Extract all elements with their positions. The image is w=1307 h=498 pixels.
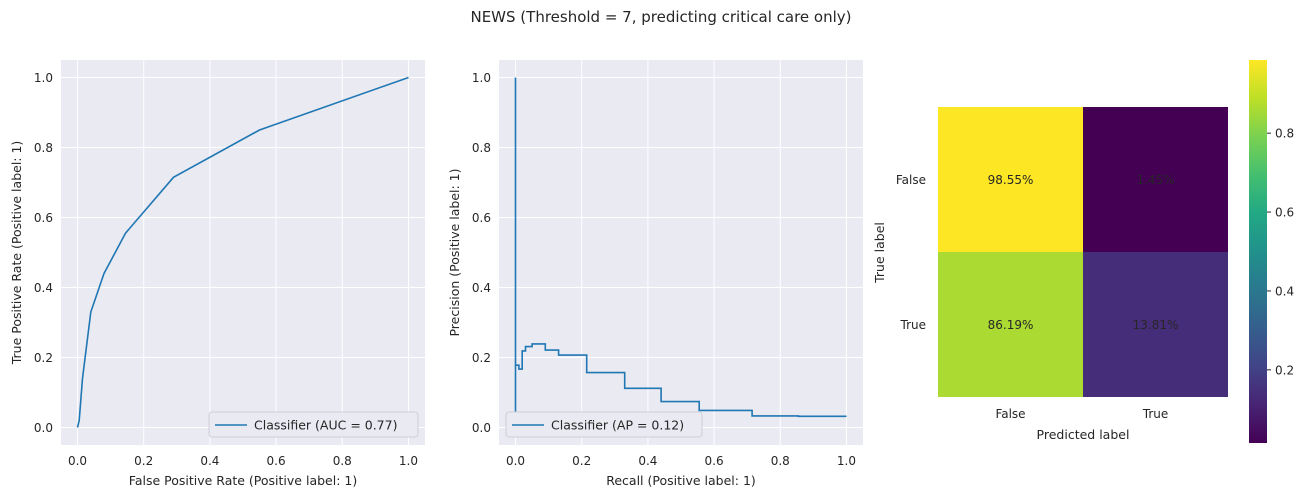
colorbar bbox=[1249, 60, 1267, 443]
colorbar-tick-label: 0.8 bbox=[1275, 127, 1294, 141]
pr-plot-area bbox=[499, 60, 863, 445]
roc-y-tick: 0.6 bbox=[34, 211, 53, 225]
pr-y-ticks: 0.0 0.2 0.4 0.6 0.8 1.0 bbox=[472, 71, 491, 435]
cm-value-true-false: 86.19% bbox=[988, 318, 1034, 332]
roc-x-tick: 0.8 bbox=[333, 454, 352, 468]
colorbar-ticks: 0.2 0.4 0.6 0.8 bbox=[1267, 127, 1294, 377]
roc-plot-area bbox=[61, 60, 425, 445]
pr-y-tick: 0.8 bbox=[472, 141, 491, 155]
cm-cell-false-false bbox=[938, 107, 1083, 252]
cm-y-axis-label: True label bbox=[872, 222, 887, 284]
roc-x-tick: 0.2 bbox=[134, 454, 153, 468]
roc-y-tick: 0.0 bbox=[34, 421, 53, 435]
roc-legend-box bbox=[208, 411, 419, 438]
cm-cell-false-true bbox=[1083, 107, 1228, 252]
pr-legend-label: Classifier (AP = 0.12) bbox=[551, 418, 684, 433]
cm-y-tick-true: True bbox=[900, 318, 927, 332]
figure-title: NEWS (Threshold = 7, predicting critical… bbox=[470, 8, 851, 26]
pr-curve bbox=[514, 77, 847, 428]
roc-y-axis-label: True Positive Rate (Positive label: 1) bbox=[9, 141, 24, 366]
pr-y-tick: 0.0 bbox=[472, 421, 491, 435]
pr-y-tick: 0.6 bbox=[472, 211, 491, 225]
pr-x-tick: 1.0 bbox=[837, 454, 856, 468]
roc-y-tick: 0.8 bbox=[34, 141, 53, 155]
cm-panel: 98.55% 1.45% 86.19% 13.81% False True Fa… bbox=[872, 60, 1294, 443]
cm-y-tick-false: False bbox=[896, 173, 926, 187]
roc-x-tick: 0.0 bbox=[68, 454, 87, 468]
roc-x-ticks: 0.0 0.2 0.4 0.6 0.8 1.0 bbox=[68, 454, 418, 468]
pr-x-tick: 0.6 bbox=[705, 454, 724, 468]
cm-x-axis-label: Predicted label bbox=[1037, 427, 1130, 442]
cm-cell-true-true bbox=[1083, 252, 1228, 397]
roc-x-tick: 1.0 bbox=[399, 454, 418, 468]
cm-x-tick-false: False bbox=[995, 407, 1025, 421]
roc-x-axis-label: False Positive Rate (Positive label: 1) bbox=[129, 473, 357, 488]
colorbar-tick-label: 0.2 bbox=[1275, 363, 1294, 377]
pr-legend-box bbox=[505, 411, 703, 438]
roc-y-tick: 0.2 bbox=[34, 351, 53, 365]
pr-legend: Classifier (AP = 0.12) bbox=[505, 411, 703, 438]
cm-value-false-true: 1.45% bbox=[1136, 173, 1174, 187]
roc-curve bbox=[76, 76, 409, 428]
roc-y-tick: 1.0 bbox=[34, 71, 53, 85]
pr-y-tick: 0.4 bbox=[472, 281, 491, 295]
pr-x-tick: 0.8 bbox=[771, 454, 790, 468]
pr-x-ticks: 0.0 0.2 0.4 0.6 0.8 1.0 bbox=[506, 454, 856, 468]
pr-y-tick: 0.2 bbox=[472, 351, 491, 365]
roc-legend: Classifier (AUC = 0.77) bbox=[208, 411, 419, 438]
roc-x-tick: 0.6 bbox=[267, 454, 286, 468]
roc-y-tick: 0.4 bbox=[34, 281, 53, 295]
roc-x-tick: 0.4 bbox=[200, 454, 219, 468]
colorbar-tick-label: 0.4 bbox=[1275, 284, 1294, 298]
colorbar-tick-label: 0.6 bbox=[1275, 206, 1294, 220]
roc-y-ticks: 0.0 0.2 0.4 0.6 0.8 1.0 bbox=[34, 71, 53, 435]
cm-x-tick-true: True bbox=[1142, 407, 1169, 421]
pr-y-axis-label: Precision (Positive label: 1) bbox=[447, 168, 462, 336]
cm-value-true-true: 13.81% bbox=[1133, 318, 1179, 332]
cm-cell-true-false bbox=[938, 252, 1083, 397]
pr-x-tick: 0.2 bbox=[572, 454, 591, 468]
roc-legend-label: Classifier (AUC = 0.77) bbox=[254, 418, 397, 433]
roc-panel: 0.0 0.2 0.4 0.6 0.8 1.0 0.0 0.2 0.4 0.6 0.8 1.0 Cl… bbox=[9, 60, 425, 488]
pr-x-tick: 0.0 bbox=[506, 454, 525, 468]
cm-value-false-false: 98.55% bbox=[988, 173, 1034, 187]
pr-x-tick: 0.4 bbox=[638, 454, 657, 468]
pr-panel: 0.0 0.2 0.4 0.6 0.8 1.0 0.0 0.2 0.4 0.6 0.8 1.0 Cl… bbox=[447, 60, 863, 488]
pr-y-tick: 1.0 bbox=[472, 71, 491, 85]
pr-x-axis-label: Recall (Positive label: 1) bbox=[606, 473, 756, 488]
roc-grid bbox=[61, 60, 425, 445]
